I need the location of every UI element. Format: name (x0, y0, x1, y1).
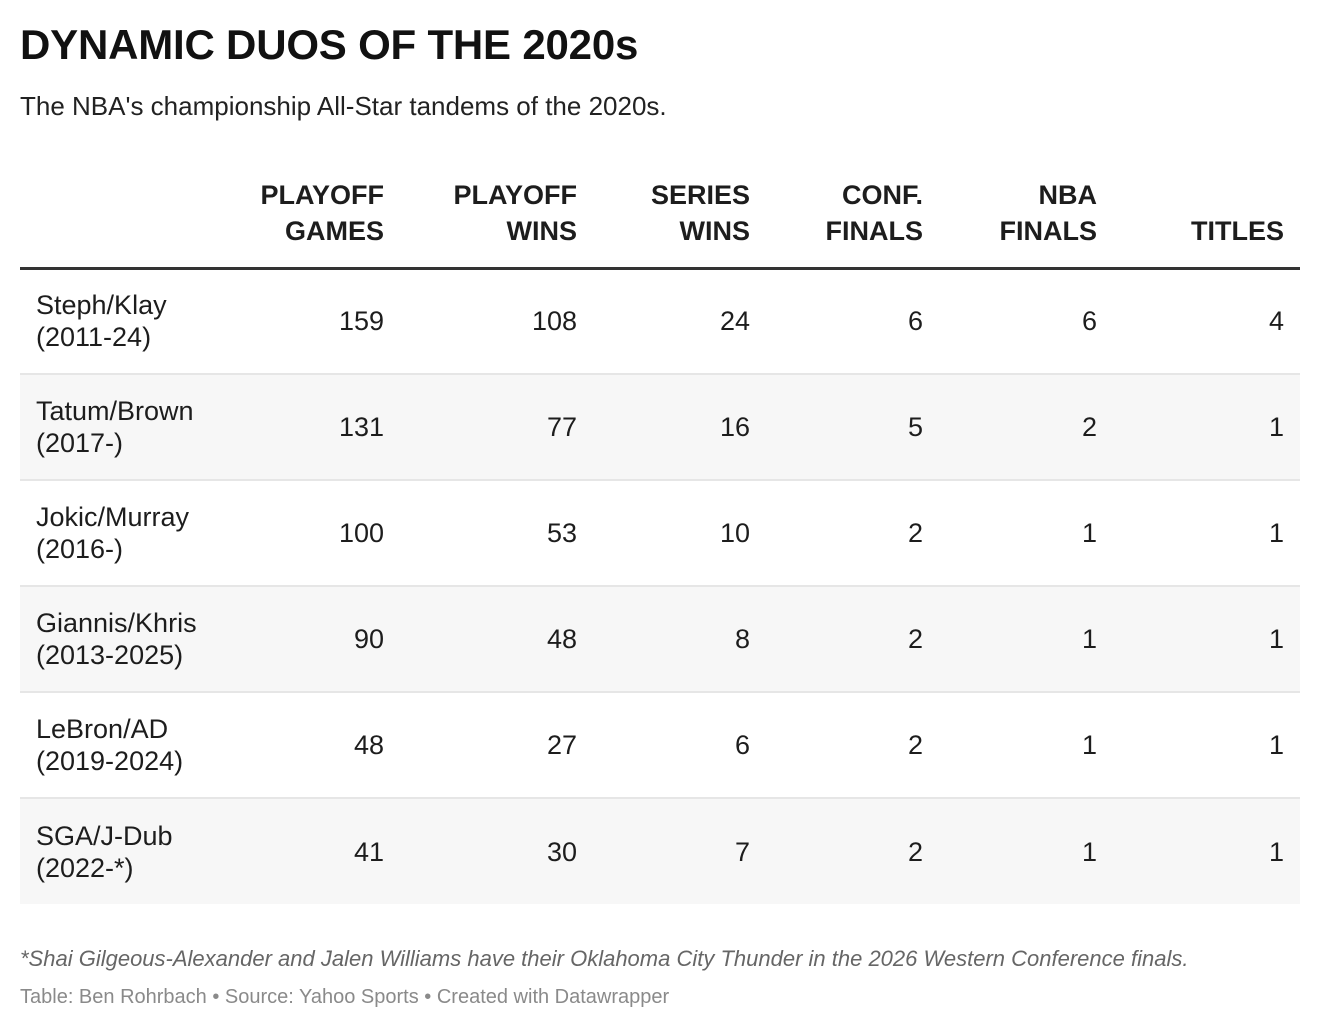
table-header: PLAYOFF GAMES PLAYOFF WINS SERIES WINS C… (20, 168, 1300, 270)
page-title: DYNAMIC DUOS OF THE 2020s (20, 21, 639, 68)
header-row: PLAYOFF GAMES PLAYOFF WINS SERIES WINS C… (20, 168, 1300, 270)
table-row: Steph/Klay (2011-24) 159 108 24 6 6 4 (20, 268, 1300, 375)
duo-years: (2011-24) (36, 322, 152, 353)
playoff-wins-cell: 108 (400, 268, 593, 375)
playoff-games-cell: 100 (245, 480, 400, 587)
titles-cell: 1 (1113, 798, 1300, 904)
playoff-games-cell: 48 (245, 692, 400, 799)
playoff-wins-cell: 77 (400, 374, 593, 481)
series-wins-cell: 24 (593, 268, 766, 375)
table-row: Giannis/Khris (2013-2025) 90 48 8 2 1 1 (20, 586, 1300, 693)
duo-name: SGA/J-Dub (36, 820, 173, 851)
header-playoff-games-line1: PLAYOFF (260, 179, 384, 210)
duo-name: Steph/Klay (36, 290, 167, 321)
playoff-wins-cell: 53 (400, 480, 593, 587)
header-playoff-wins-line1: PLAYOFF (453, 179, 577, 210)
header-series-wins-line2: WINS (679, 215, 751, 246)
header-playoff-games-line2: GAMES (284, 215, 384, 246)
nba-finals-cell: 1 (939, 586, 1113, 693)
playoff-wins-cell: 27 (400, 692, 593, 799)
duo-cell: Giannis/Khris (2013-2025) (20, 586, 245, 693)
nba-finals-cell: 1 (939, 798, 1113, 904)
table-body: Steph/Klay (2011-24) 159 108 24 6 6 4 Ta… (20, 268, 1300, 904)
credits: Table: Ben Rohrbach • Source: Yahoo Spor… (20, 986, 670, 1008)
series-wins-cell: 16 (593, 374, 766, 481)
playoff-games-cell: 159 (245, 268, 400, 375)
series-wins-cell: 10 (593, 480, 766, 587)
series-wins-cell: 8 (593, 586, 766, 693)
header-playoff-games: PLAYOFF GAMES (245, 168, 400, 270)
duo-cell: Tatum/Brown (2017-) (20, 374, 245, 481)
header-conf-finals-line2: FINALS (825, 215, 924, 246)
duo-cell: Jokic/Murray (2016-) (20, 480, 245, 587)
header-series-wins: SERIES WINS (593, 168, 766, 270)
conf-finals-cell: 2 (766, 798, 939, 904)
page-subtitle: The NBA's championship All-Star tandems … (20, 91, 667, 121)
playoff-wins-cell: 48 (400, 586, 593, 693)
conf-finals-cell: 5 (766, 374, 939, 481)
header-nba-finals-line1: NBA (1038, 179, 1098, 210)
duos-table: PLAYOFF GAMES PLAYOFF WINS SERIES WINS C… (20, 168, 1300, 904)
duo-cell: LeBron/AD (2019-2024) (20, 692, 245, 799)
playoff-games-cell: 41 (245, 798, 400, 904)
conf-finals-cell: 2 (766, 586, 939, 693)
series-wins-cell: 7 (593, 798, 766, 904)
duo-name: Giannis/Khris (36, 608, 197, 638)
header-conf-finals-line1: CONF. (842, 179, 923, 210)
playoff-games-cell: 131 (245, 374, 400, 481)
header-titles-line2: TITLES (1191, 215, 1284, 246)
titles-cell: 1 (1113, 692, 1300, 799)
nba-finals-cell: 1 (939, 480, 1113, 587)
header-duo (20, 168, 245, 270)
header-playoff-wins: PLAYOFF WINS (400, 168, 593, 270)
header-series-wins-line1: SERIES (650, 179, 750, 210)
nba-finals-cell: 6 (939, 268, 1113, 375)
table-row: Tatum/Brown (2017-) 131 77 16 5 2 1 (20, 374, 1300, 481)
titles-cell: 1 (1113, 480, 1300, 587)
duo-years: (2013-2025) (36, 640, 184, 670)
playoff-wins-cell: 30 (400, 798, 593, 904)
conf-finals-cell: 2 (766, 692, 939, 799)
playoff-games-cell: 90 (245, 586, 400, 693)
duo-years: (2017-) (36, 428, 124, 458)
duo-years: (2019-2024) (36, 746, 184, 776)
titles-cell: 1 (1113, 374, 1300, 481)
header-nba-finals: NBA FINALS (939, 168, 1113, 270)
titles-cell: 4 (1113, 268, 1300, 375)
series-wins-cell: 6 (593, 692, 766, 799)
duo-years: (2016-) (36, 534, 124, 564)
duo-years: (2022-*) (36, 852, 134, 883)
duo-name: Jokic/Murray (36, 502, 190, 532)
table-row: SGA/J-Dub (2022-*) 41 30 7 2 1 1 (20, 798, 1300, 904)
nba-finals-cell: 2 (939, 374, 1113, 481)
header-titles: TITLES (1113, 168, 1300, 270)
duo-name: LeBron/AD (36, 714, 169, 744)
table-row: LeBron/AD (2019-2024) 48 27 6 2 1 1 (20, 692, 1300, 799)
footnote: *Shai Gilgeous-Alexander and Jalen Willi… (20, 946, 1189, 971)
duo-cell: SGA/J-Dub (2022-*) (20, 798, 245, 904)
header-conf-finals: CONF. FINALS (766, 168, 939, 270)
conf-finals-cell: 2 (766, 480, 939, 587)
duo-cell: Steph/Klay (2011-24) (20, 268, 245, 375)
nba-finals-cell: 1 (939, 692, 1113, 799)
duo-name: Tatum/Brown (36, 396, 194, 426)
titles-cell: 1 (1113, 586, 1300, 693)
conf-finals-cell: 6 (766, 268, 939, 375)
header-playoff-wins-line2: WINS (506, 215, 578, 246)
table-row: Jokic/Murray (2016-) 100 53 10 2 1 1 (20, 480, 1300, 587)
header-nba-finals-line2: FINALS (999, 215, 1098, 246)
